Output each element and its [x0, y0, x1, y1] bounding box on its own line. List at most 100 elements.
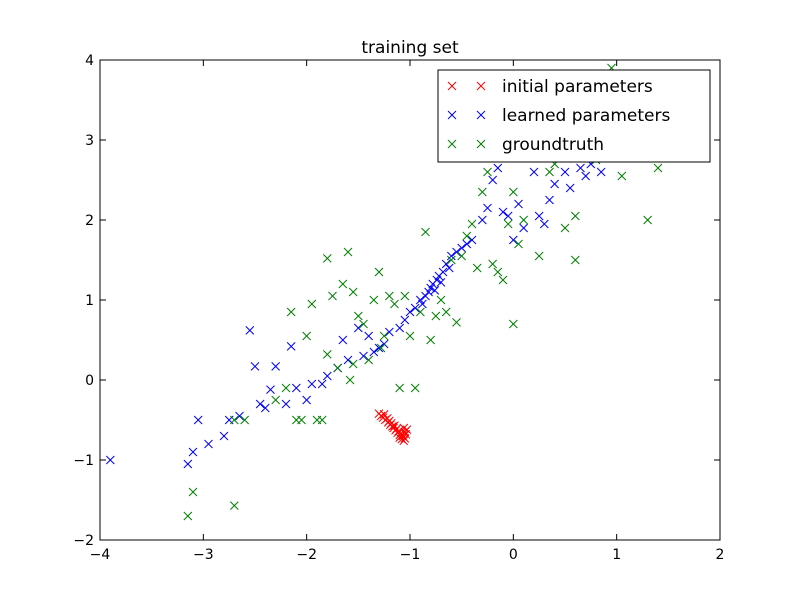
- point-1-51: [462, 239, 472, 249]
- point-2-2: [229, 501, 239, 510]
- legend-label-2: groundtruth: [502, 135, 604, 155]
- point-1-33: [405, 307, 415, 317]
- point-1-44: [436, 278, 446, 287]
- point-1-12: [266, 385, 275, 394]
- point-1-23: [343, 355, 353, 365]
- x-tick-label-3: −1: [400, 547, 421, 563]
- point-0-3: [379, 410, 389, 419]
- x-tick-label-4: 0: [509, 547, 518, 563]
- point-1-64: [539, 219, 549, 229]
- point-2-61: [560, 223, 570, 233]
- point-1-9: [250, 362, 260, 371]
- legend-marker-1-b: [476, 110, 486, 120]
- y-tick-label-3: 1: [85, 293, 94, 309]
- legend-entry-2: groundtruth: [447, 135, 604, 155]
- point-2-47: [472, 263, 482, 273]
- point-2-7: [286, 307, 296, 317]
- point-1-19: [317, 379, 327, 389]
- point-2-28: [376, 343, 386, 353]
- point-2-37: [421, 227, 430, 237]
- point-2-0: [183, 511, 193, 521]
- point-2-15: [322, 350, 332, 359]
- point-2-58: [534, 251, 544, 261]
- point-2-25: [364, 355, 374, 365]
- point-2-41: [441, 307, 451, 317]
- point-1-37: [421, 291, 430, 301]
- point-1-20: [322, 371, 332, 381]
- y-tick-label-4: 2: [85, 213, 94, 229]
- point-2-10: [302, 331, 312, 341]
- point-2-52: [498, 275, 508, 285]
- point-2-46: [467, 219, 477, 229]
- point-1-15: [286, 342, 296, 351]
- point-2-6: [281, 383, 291, 393]
- point-1-25: [359, 351, 368, 361]
- point-2-40: [436, 295, 446, 305]
- point-2-63: [570, 255, 580, 265]
- point-1-4: [204, 439, 213, 449]
- point-1-58: [503, 211, 513, 221]
- point-1-47: [444, 263, 454, 273]
- legend-marker-1: [447, 110, 457, 120]
- point-2-42: [446, 255, 456, 265]
- point-1-46: [441, 259, 451, 269]
- point-2-67: [643, 215, 653, 225]
- point-2-57: [519, 215, 529, 225]
- point-2-5: [271, 395, 281, 405]
- point-2-17: [333, 363, 343, 373]
- point-2-56: [514, 239, 523, 249]
- point-1-29: [379, 339, 389, 349]
- point-1-34: [410, 303, 420, 313]
- legend-marker-0: [447, 81, 457, 91]
- point-1-68: [565, 183, 575, 193]
- point-1-35: [415, 295, 425, 305]
- point-2-39: [431, 311, 441, 321]
- y-tick-label-6: 4: [85, 53, 94, 69]
- y-tick-label-2: 0: [85, 373, 94, 389]
- point-1-61: [519, 223, 529, 233]
- point-2-27: [374, 267, 384, 277]
- point-1-56: [493, 163, 503, 173]
- point-1-59: [508, 235, 518, 245]
- point-0-27: [399, 423, 409, 433]
- point-1-28: [374, 343, 384, 353]
- point-1-13: [271, 362, 281, 371]
- x-tick-label-6: 2: [716, 547, 725, 563]
- x-tick-label-0: −4: [90, 547, 111, 563]
- point-2-33: [400, 291, 410, 301]
- point-2-3: [229, 415, 239, 425]
- point-0-22: [399, 436, 409, 446]
- point-1-53: [477, 215, 487, 225]
- point-1-69: [576, 163, 585, 173]
- point-1-24: [353, 323, 363, 333]
- point-1-62: [529, 167, 539, 177]
- point-2-32: [395, 383, 405, 393]
- point-1-2: [188, 447, 198, 457]
- point-2-48: [477, 187, 487, 197]
- point-2-30: [384, 291, 394, 301]
- point-1-38: [424, 287, 433, 297]
- point-2-11: [307, 299, 317, 309]
- point-2-23: [353, 311, 363, 321]
- point-1-16: [291, 383, 301, 393]
- point-1-30: [384, 327, 394, 337]
- point-1-11: [260, 403, 270, 413]
- point-1-22: [338, 335, 348, 345]
- point-1-14: [281, 399, 291, 409]
- point-2-44: [457, 251, 467, 261]
- legend: initial parameters learned parameters grou…: [437, 69, 711, 163]
- point-2-38: [426, 335, 436, 345]
- point-2-19: [343, 247, 353, 257]
- point-2-50: [488, 259, 498, 269]
- point-1-32: [400, 315, 410, 325]
- point-2-31: [390, 299, 399, 309]
- data-points: [105, 63, 663, 521]
- legend-entry-0: initial parameters: [447, 77, 653, 97]
- legend-marker-2-b: [476, 139, 486, 149]
- y-tick-label-0: −2: [73, 533, 94, 549]
- point-1-55: [488, 175, 498, 185]
- legend-label-0: initial parameters: [502, 77, 653, 97]
- point-1-27: [369, 347, 379, 357]
- point-1-65: [545, 195, 554, 205]
